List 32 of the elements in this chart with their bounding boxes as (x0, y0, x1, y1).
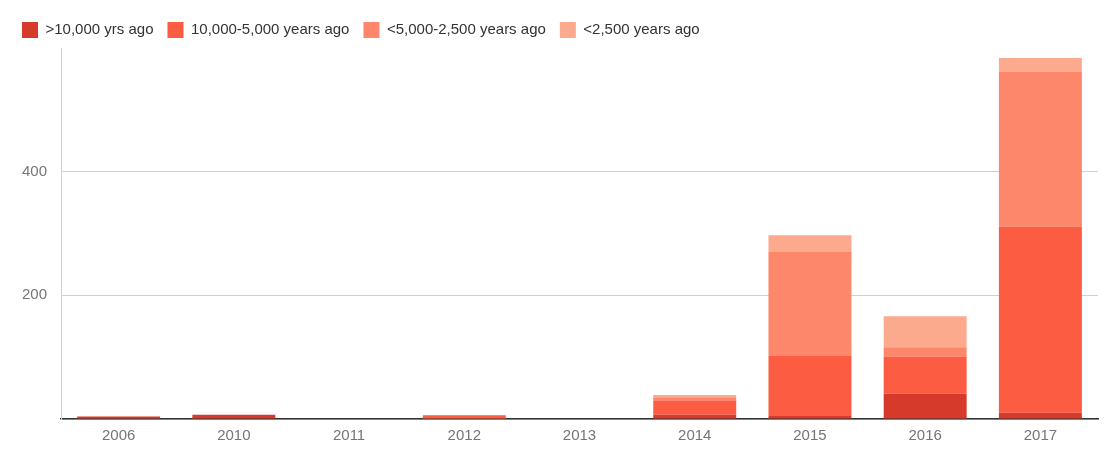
x-tick-label: 2016 (908, 426, 942, 444)
x-tick-label: 2011 (332, 426, 366, 444)
bar (768, 415, 852, 419)
bar (768, 355, 852, 416)
x-tick-label: 2012 (447, 426, 481, 444)
x-tick-label: 2006 (101, 426, 136, 444)
bar (653, 401, 737, 415)
y-tick-label: 200 (22, 285, 48, 303)
bar (883, 356, 967, 394)
bar (768, 252, 852, 356)
bar (998, 72, 1082, 227)
bar (192, 414, 276, 419)
bar (653, 414, 737, 419)
bar (768, 235, 852, 253)
x-tick-label: 2015 (793, 426, 827, 444)
x-tick-label: 2017 (1023, 426, 1058, 444)
bar (883, 316, 967, 348)
y-tick-label: 400 (22, 161, 48, 179)
legend-label: 10,000-5,000 years ago (191, 20, 350, 38)
bar (998, 57, 1082, 73)
legend-label: >10,000 yrs ago (45, 20, 154, 38)
bar (998, 226, 1082, 413)
x-tick-label: 2014 (678, 426, 712, 444)
bar (883, 393, 967, 419)
legend-label: <2,500 years ago (583, 20, 700, 38)
bar (883, 347, 967, 357)
legend-label: <5,000-2,500 years ago (386, 20, 546, 38)
bar (653, 397, 737, 402)
bar (422, 415, 506, 419)
x-tick-label: 2010 (217, 426, 251, 444)
x-tick-label: 2013 (562, 426, 597, 444)
bar (998, 412, 1082, 419)
